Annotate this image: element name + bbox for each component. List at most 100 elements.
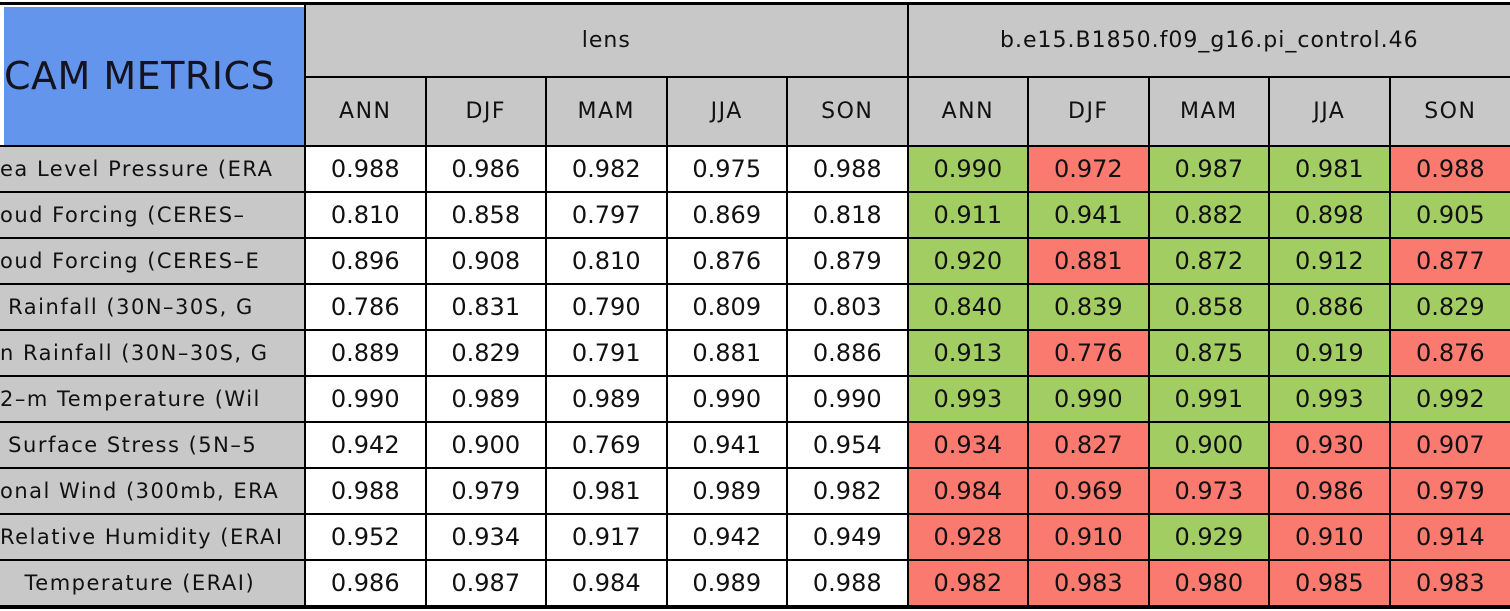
lens-value-cell: 0.988 xyxy=(786,145,909,193)
control-value-cell: 0.985 xyxy=(1268,559,1391,609)
control-value-cell: 0.982 xyxy=(906,559,1030,609)
control-value-cell: 0.991 xyxy=(1147,375,1271,423)
lens-value-cell: 0.990 xyxy=(786,375,909,423)
lens-value-cell: 0.990 xyxy=(665,375,788,423)
page-title: CAM METRICS xyxy=(4,7,303,145)
table-row: n Rainfall (30N–30S, G 0.889 0.829 0.791 0.8… xyxy=(0,329,1510,377)
lens-value-cell: 0.941 xyxy=(665,421,788,469)
lens-value-cell: 0.988 xyxy=(304,467,427,515)
season-header-control-mam: MAM xyxy=(1147,76,1271,147)
lens-value-cell: 0.831 xyxy=(424,283,547,331)
control-value-cell: 0.929 xyxy=(1147,513,1271,561)
lens-value-cell: 0.987 xyxy=(424,559,547,609)
table-row: oud Forcing (CERES– 0.810 0.858 0.797 0.869 0… xyxy=(0,191,1510,239)
control-value-cell: 0.972 xyxy=(1027,145,1150,193)
row-label: oud Forcing (CERES–E xyxy=(0,237,306,285)
control-value-cell: 0.886 xyxy=(1268,283,1391,331)
lens-value-cell: 0.981 xyxy=(545,467,668,515)
lens-value-cell: 0.986 xyxy=(304,559,427,609)
season-header-lens-son: SON xyxy=(786,76,909,147)
lens-value-cell: 0.829 xyxy=(424,329,547,377)
row-label: oud Forcing (CERES– xyxy=(0,191,306,239)
table-row: 2–m Temperature (Wil 0.990 0.989 0.989 0.990… xyxy=(0,375,1510,423)
control-value-cell: 0.776 xyxy=(1027,329,1150,377)
control-value-cell: 0.914 xyxy=(1388,513,1510,561)
lens-value-cell: 0.769 xyxy=(545,421,668,469)
lens-value-cell: 0.889 xyxy=(304,329,427,377)
control-value-cell: 0.877 xyxy=(1388,237,1510,285)
metrics-table-body: ea Level Pressure (ERA 0.988 0.986 0.982 0.9… xyxy=(0,145,1510,609)
control-value-cell: 0.934 xyxy=(906,421,1030,469)
lens-value-cell: 0.786 xyxy=(304,283,427,331)
control-value-cell: 0.973 xyxy=(1147,467,1271,515)
lens-value-cell: 0.990 xyxy=(304,375,427,423)
row-label: Rainfall (30N–30S, G xyxy=(0,283,306,331)
control-value-cell: 0.992 xyxy=(1388,375,1510,423)
control-value-cell: 0.919 xyxy=(1268,329,1391,377)
lens-value-cell: 0.988 xyxy=(786,559,909,609)
season-header-control-son: SON xyxy=(1388,76,1510,147)
lens-value-cell: 0.881 xyxy=(665,329,788,377)
lens-value-cell: 0.858 xyxy=(424,191,547,239)
title-cell: CAM METRICS xyxy=(0,2,306,147)
lens-value-cell: 0.879 xyxy=(786,237,909,285)
row-label: Temperature (ERAI) xyxy=(0,559,306,609)
season-header-lens-ann: ANN xyxy=(304,76,427,147)
lens-value-cell: 0.989 xyxy=(665,559,788,609)
lens-value-cell: 0.989 xyxy=(424,375,547,423)
lens-value-cell: 0.810 xyxy=(545,237,668,285)
lens-value-cell: 0.982 xyxy=(786,467,909,515)
control-value-cell: 0.988 xyxy=(1388,145,1510,193)
control-value-cell: 0.876 xyxy=(1388,329,1510,377)
control-value-cell: 0.900 xyxy=(1147,421,1271,469)
control-value-cell: 0.983 xyxy=(1388,559,1510,609)
lens-value-cell: 0.979 xyxy=(424,467,547,515)
control-value-cell: 0.990 xyxy=(906,145,1030,193)
row-label: n Rainfall (30N–30S, G xyxy=(0,329,306,377)
season-header-control-jja: JJA xyxy=(1268,76,1391,147)
lens-value-cell: 0.803 xyxy=(786,283,909,331)
control-value-cell: 0.987 xyxy=(1147,145,1271,193)
control-value-cell: 0.911 xyxy=(906,191,1030,239)
lens-value-cell: 0.982 xyxy=(545,145,668,193)
table-row: Rainfall (30N–30S, G 0.786 0.831 0.790 0.809… xyxy=(0,283,1510,331)
row-label: Relative Humidity (ERAI xyxy=(0,513,306,561)
lens-value-cell: 0.986 xyxy=(424,145,547,193)
lens-value-cell: 0.797 xyxy=(545,191,668,239)
model-header-row: CAM METRICS lens b.e15.B1850.f09_g16.pi_… xyxy=(0,2,1510,147)
control-value-cell: 0.829 xyxy=(1388,283,1510,331)
lens-value-cell: 0.975 xyxy=(665,145,788,193)
control-value-cell: 0.928 xyxy=(906,513,1030,561)
table-row: Temperature (ERAI) 0.986 0.987 0.984 0.989 0.… xyxy=(0,559,1510,609)
row-label: 2–m Temperature (Wil xyxy=(0,375,306,423)
model-header-lens: lens xyxy=(304,2,909,79)
lens-value-cell: 0.942 xyxy=(665,513,788,561)
lens-value-cell: 0.934 xyxy=(424,513,547,561)
control-value-cell: 0.875 xyxy=(1147,329,1271,377)
lens-value-cell: 0.791 xyxy=(545,329,668,377)
lens-value-cell: 0.952 xyxy=(304,513,427,561)
control-value-cell: 0.930 xyxy=(1268,421,1391,469)
season-header-lens-djf: DJF xyxy=(424,76,547,147)
control-value-cell: 0.839 xyxy=(1027,283,1150,331)
season-header-control-ann: ANN xyxy=(906,76,1030,147)
lens-value-cell: 0.900 xyxy=(424,421,547,469)
control-value-cell: 0.898 xyxy=(1268,191,1391,239)
control-value-cell: 0.980 xyxy=(1147,559,1271,609)
control-value-cell: 0.912 xyxy=(1268,237,1391,285)
lens-value-cell: 0.790 xyxy=(545,283,668,331)
lens-value-cell: 0.810 xyxy=(304,191,427,239)
lens-value-cell: 0.984 xyxy=(545,559,668,609)
lens-value-cell: 0.942 xyxy=(304,421,427,469)
control-value-cell: 0.872 xyxy=(1147,237,1271,285)
control-value-cell: 0.969 xyxy=(1027,467,1150,515)
lens-value-cell: 0.988 xyxy=(304,145,427,193)
control-value-cell: 0.993 xyxy=(906,375,1030,423)
lens-value-cell: 0.917 xyxy=(545,513,668,561)
table-row: Relative Humidity (ERAI 0.952 0.934 0.917 0.… xyxy=(0,513,1510,561)
control-value-cell: 0.983 xyxy=(1027,559,1150,609)
control-value-cell: 0.913 xyxy=(906,329,1030,377)
control-value-cell: 0.990 xyxy=(1027,375,1150,423)
control-value-cell: 0.979 xyxy=(1388,467,1510,515)
season-header-control-djf: DJF xyxy=(1027,76,1150,147)
